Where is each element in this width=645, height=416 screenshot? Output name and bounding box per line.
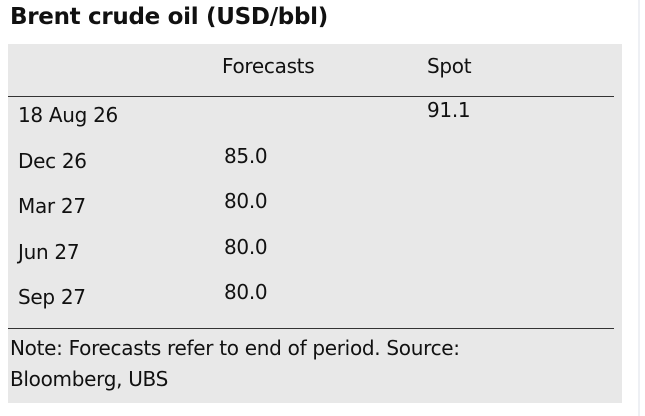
footer-rule xyxy=(8,328,614,329)
row-label: 18 Aug 26 xyxy=(18,103,118,127)
row-label: Jun 27 xyxy=(18,239,80,264)
forecast-value: 85.0 xyxy=(224,143,268,168)
column-header: Forecasts xyxy=(222,54,315,78)
spot-value: 91.1 xyxy=(427,98,471,122)
forecast-value: 80.0 xyxy=(224,234,268,259)
title: Brent crude oil (USD/bbl) xyxy=(10,4,328,30)
header-rule xyxy=(8,96,614,97)
row-label: Sep 27 xyxy=(18,285,86,309)
forecast-value: 80.0 xyxy=(224,189,268,213)
edge xyxy=(638,0,640,416)
note: Note: Forecasts refer to end of period. … xyxy=(10,336,460,391)
row-label: Mar 27 xyxy=(18,194,86,218)
row-label: Dec 26 xyxy=(18,148,87,173)
forecast-value: 80.0 xyxy=(224,280,268,304)
table-panel xyxy=(8,44,622,403)
column-header: Spot xyxy=(427,54,472,78)
